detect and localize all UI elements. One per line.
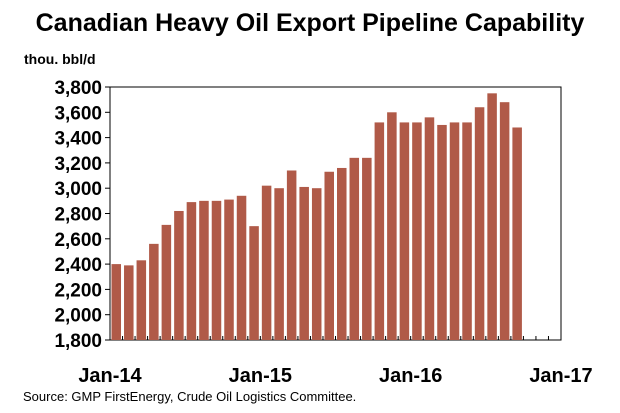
y-tick-label: 3,200 bbox=[54, 154, 102, 175]
bar bbox=[199, 200, 209, 340]
y-axis: 1,800 2,000 2,200 2,400 2,600 2,800 3,000 3,200… bbox=[54, 78, 110, 352]
bar bbox=[286, 170, 297, 340]
bar bbox=[186, 202, 197, 340]
bar bbox=[261, 185, 272, 340]
bar bbox=[374, 122, 385, 340]
y-tick-label: 3,000 bbox=[54, 179, 102, 200]
y-axis-unit-label: thou. bbl/d bbox=[24, 51, 96, 67]
y-tick-label: 1,800 bbox=[54, 331, 102, 352]
y-tick-label: 2,400 bbox=[54, 255, 102, 276]
x-tick-label: Jan-15 bbox=[229, 365, 292, 387]
bar bbox=[324, 171, 334, 340]
x-axis: Jan-14 Jan-15 Jan-16 Jan-17 bbox=[78, 336, 593, 387]
bar bbox=[412, 122, 422, 340]
bar bbox=[499, 102, 510, 341]
bar bbox=[211, 200, 222, 340]
plot-area: 1,800 2,000 2,200 2,400 2,600 2,800 3,000 3,200… bbox=[54, 78, 592, 387]
x-tick-label: Jan-16 bbox=[379, 365, 442, 387]
y-tick-label: 2,000 bbox=[54, 306, 102, 327]
bar bbox=[124, 265, 134, 340]
bar bbox=[236, 195, 247, 340]
x-tick-label: Jan-17 bbox=[529, 365, 592, 387]
bar bbox=[487, 93, 497, 340]
bar bbox=[311, 188, 322, 340]
bar bbox=[387, 112, 397, 340]
bar bbox=[449, 122, 460, 340]
chart-title: Canadian Heavy Oil Export Pipeline Capab… bbox=[36, 9, 585, 37]
bar bbox=[249, 226, 259, 340]
bar bbox=[474, 107, 485, 341]
bar bbox=[362, 157, 372, 340]
bar bbox=[399, 122, 410, 340]
y-tick-label: 3,400 bbox=[54, 129, 102, 150]
y-tick-label: 2,600 bbox=[54, 230, 102, 251]
bar bbox=[174, 210, 184, 340]
y-tick-label: 2,800 bbox=[54, 205, 102, 226]
y-tick-label: 3,600 bbox=[54, 103, 102, 124]
bar bbox=[337, 167, 347, 340]
bar bbox=[462, 122, 472, 340]
bar bbox=[111, 264, 122, 340]
bar bbox=[274, 188, 284, 340]
bar bbox=[149, 243, 159, 340]
bars bbox=[111, 93, 522, 341]
bar bbox=[224, 199, 234, 340]
bar bbox=[161, 224, 172, 340]
bar bbox=[349, 157, 360, 340]
y-tick-label: 3,800 bbox=[54, 78, 102, 99]
y-tick-label: 2,200 bbox=[54, 280, 102, 301]
source-note: Source: GMP FirstEnergy, Crude Oil Logis… bbox=[23, 389, 356, 404]
x-tick-label: Jan-14 bbox=[78, 365, 142, 387]
bar bbox=[424, 117, 435, 340]
bar bbox=[437, 124, 447, 340]
bar bbox=[136, 260, 147, 340]
bar bbox=[512, 127, 522, 340]
bar bbox=[299, 186, 309, 340]
